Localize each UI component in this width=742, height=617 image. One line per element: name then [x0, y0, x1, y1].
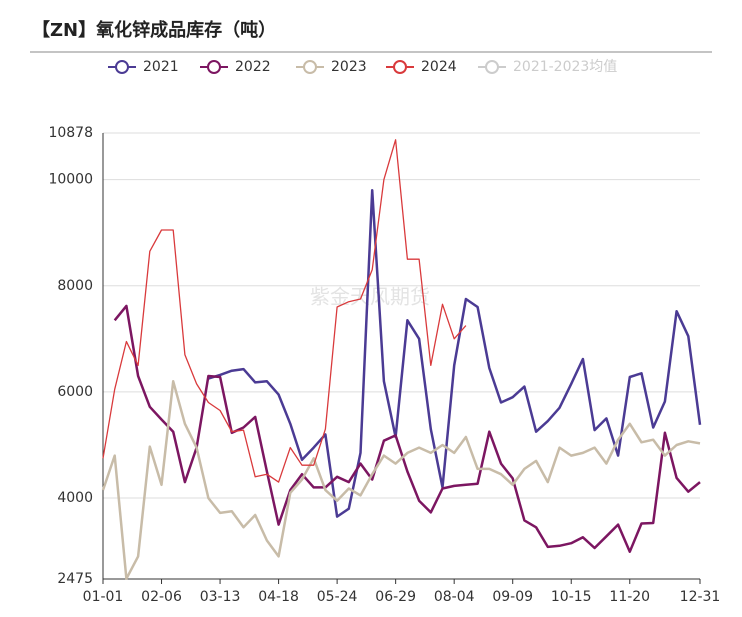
watermark: 紫金天风期货: [310, 285, 430, 309]
series-line: [102, 139, 467, 483]
x-tick-label: 03-13: [200, 589, 241, 605]
x-tick-label: 05-24: [317, 589, 358, 605]
legend-label: 2023: [331, 59, 367, 75]
legend-label: 2024: [421, 59, 457, 75]
legend-swatch: [485, 60, 499, 74]
series-line: [101, 380, 701, 580]
legend-label: 2021: [143, 59, 179, 75]
chart-title: 【ZN】氧化锌成品库存（吨）: [32, 19, 276, 41]
x-tick-label: 08-04: [434, 589, 475, 605]
legend-swatch: [393, 60, 407, 74]
legend-swatch: [207, 60, 221, 74]
x-tick-label: 02-06: [141, 589, 182, 605]
x-tick-label: 04-18: [258, 589, 299, 605]
series-line: [113, 304, 701, 553]
y-tick-label: 10000: [48, 172, 93, 188]
legend-swatch: [303, 60, 317, 74]
x-tick-label: 01-01: [83, 589, 124, 605]
x-tick-label: 12-31: [680, 589, 721, 605]
y-tick-label: 6000: [57, 384, 93, 400]
x-tick-label: 11-20: [609, 589, 650, 605]
legend-label: 2022: [235, 59, 271, 75]
x-tick-label: 09-09: [492, 589, 533, 605]
y-tick-label: 2475: [57, 571, 93, 587]
x-tick-label: 10-15: [551, 589, 592, 605]
y-tick-label: 4000: [57, 490, 93, 506]
legend-swatch: [115, 60, 129, 74]
x-tick-label: 06-29: [375, 589, 416, 605]
y-tick-label: 8000: [57, 278, 93, 294]
series-line: [208, 188, 702, 518]
legend-label: 2021-2023均值: [513, 59, 617, 75]
y-tick-label: 10878: [48, 125, 93, 141]
